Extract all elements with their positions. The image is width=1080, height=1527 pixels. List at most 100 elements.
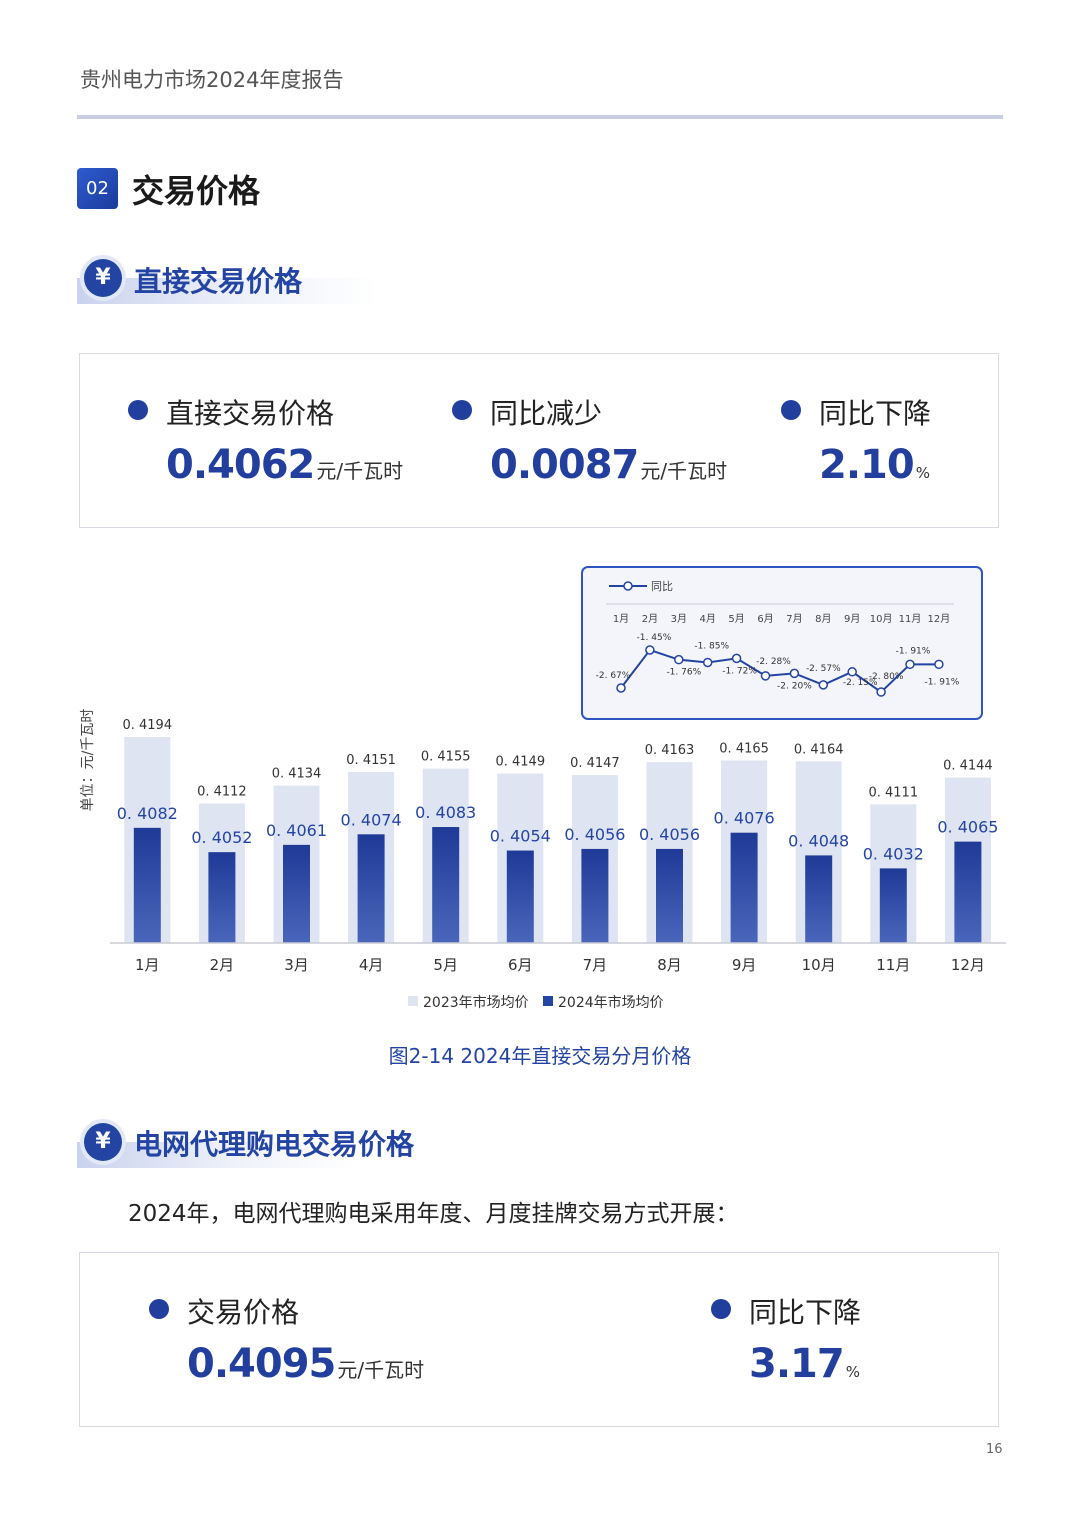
kpi-unit: 元/千瓦时: [316, 459, 404, 483]
inset-data-label: -2. 57%: [806, 664, 841, 674]
data-label-2024: 0. 4056: [639, 825, 700, 844]
inset-point: [702, 657, 713, 668]
data-label-2024: 0. 4076: [714, 809, 775, 828]
kpi-value: 3.17: [749, 1341, 845, 1387]
report-title: 贵州电力市场2024年度报告: [80, 68, 344, 92]
inset-x-tick-label: 10月: [870, 613, 893, 625]
inset-x-tick-label: 9月: [844, 613, 860, 625]
x-tick-label: 3月: [284, 956, 309, 974]
kpi-value: 2.10: [819, 442, 915, 488]
data-label-2023: 0. 4164: [794, 742, 844, 757]
page-number: 16: [986, 1442, 1003, 1457]
data-label-2024: 0. 4061: [266, 821, 327, 840]
data-label-2023: 0. 4144: [943, 759, 993, 774]
data-label-2023: 0. 4194: [122, 718, 172, 733]
inset-data-label: -1. 45%: [637, 633, 672, 643]
inset-data-label: -2. 80%: [869, 672, 904, 682]
bar-2024: [730, 832, 758, 943]
monthly-price-chart: 0. 4194 0. 4082 1月 0. 4112 0. 4052 2月 0. 4134 0…: [80, 566, 1006, 1011]
bar-2024: [506, 850, 534, 943]
x-tick-label: 6月: [508, 956, 533, 974]
inset-point: [818, 680, 829, 690]
inset-data-label: -2. 28%: [756, 657, 791, 667]
data-label-2023: 0. 4134: [272, 767, 322, 782]
legend-label-2024: 2024年市场均价: [558, 994, 664, 1011]
kpi-label: 同比减少: [490, 397, 603, 430]
inset-data-label: -1. 85%: [694, 641, 729, 651]
inset-x-tick-label: 2月: [642, 613, 658, 625]
legend-swatch-2024: [543, 996, 553, 1006]
yen-icon: ¥: [84, 259, 122, 297]
data-label-2023: 0. 4151: [346, 753, 396, 768]
x-tick-label: 2月: [210, 956, 235, 974]
inset-data-label: -2. 20%: [777, 681, 812, 691]
direct-kpi-box: 直接交易价格 0.4062 元/千瓦时 同比减少 0.0087 元/千瓦时 同比下降…: [79, 353, 999, 528]
inset-point: [760, 671, 771, 681]
proxy-price-subtitle: 电网代理购电交易价格: [134, 1128, 415, 1161]
bullet-icon: [711, 1299, 731, 1319]
data-label-2024: 0. 4065: [937, 818, 998, 837]
x-tick-label: 7月: [583, 956, 608, 974]
kpi-value: 0.0087: [490, 442, 639, 488]
x-tick-label: 1月: [135, 956, 160, 974]
inset-point: [934, 659, 944, 670]
data-label-2023: 0. 4147: [570, 756, 620, 771]
inset-point: [731, 653, 742, 664]
kpi-value: 0.4095: [187, 1341, 336, 1387]
subsection-band: [77, 1142, 357, 1168]
x-tick-label: 4月: [359, 956, 384, 974]
x-tick-label: 12月: [951, 956, 985, 974]
bar-2024: [805, 855, 833, 943]
data-label-2023: 0. 4149: [495, 754, 545, 769]
kpi-unit: %: [845, 1363, 860, 1381]
data-label-2023: 0. 4155: [421, 750, 471, 765]
bar-2024: [581, 848, 609, 943]
kpi-value: 0.4062: [166, 442, 315, 488]
bullet-icon: [452, 400, 472, 420]
inset-point: [847, 667, 857, 677]
inset-x-tick-label: 1月: [613, 613, 629, 625]
x-tick-label: 11月: [876, 956, 910, 974]
inset-data-label: -1. 91%: [896, 646, 931, 656]
kpi-label: 同比下降: [819, 397, 932, 430]
bar-2024: [283, 844, 310, 943]
inset-data-label: -1. 91%: [925, 677, 960, 687]
inset-point: [645, 645, 655, 655]
bar-2024: [879, 868, 907, 943]
bar-2024: [133, 827, 161, 943]
chart-caption: 图2-14 2024年直接交易分月价格: [388, 1044, 692, 1068]
inset-legend-label: 同比: [651, 580, 673, 593]
bar-2024: [432, 827, 460, 943]
direct-price-subtitle: 直接交易价格: [134, 265, 303, 298]
kpi-label: 交易价格: [187, 1296, 300, 1329]
kpi-label: 同比下降: [749, 1296, 862, 1329]
yen-icon: ¥: [84, 1123, 122, 1161]
x-tick-label: 9月: [732, 956, 757, 974]
header-divider: [77, 115, 1003, 119]
bullet-icon: [128, 400, 148, 420]
inset-x-tick-label: 5月: [728, 613, 744, 625]
inset-frame: [581, 566, 983, 720]
inset-x-tick-label: 4月: [700, 613, 716, 625]
kpi-unit: %: [915, 464, 930, 482]
x-tick-label: 10月: [802, 956, 836, 974]
bar-2024: [656, 848, 683, 943]
data-label-2023: 0. 4165: [719, 742, 769, 757]
data-label-2023: 0. 4112: [197, 785, 247, 800]
section-number: 02: [77, 168, 118, 209]
bullet-icon: [149, 1299, 169, 1319]
bullet-icon: [781, 400, 801, 420]
bar-2024: [954, 841, 982, 943]
data-label-2024: 0. 4054: [490, 827, 551, 846]
kpi-unit: 元/千瓦时: [640, 459, 728, 483]
proxy-kpi-box: 交易价格 0.4095 元/千瓦时 同比下降 3.17%: [79, 1252, 999, 1427]
inset-point: [789, 668, 800, 679]
inset-point: [905, 659, 915, 670]
data-label-2024: 0. 4056: [564, 825, 625, 844]
data-label-2024: 0. 4052: [191, 828, 252, 847]
kpi-unit: 元/千瓦时: [337, 1358, 425, 1382]
inset-data-label: -1. 72%: [722, 666, 757, 676]
y-axis-label: 单位：元/千瓦时: [80, 709, 96, 812]
x-tick-label: 5月: [433, 956, 458, 974]
data-label-2024: 0. 4032: [863, 844, 924, 863]
